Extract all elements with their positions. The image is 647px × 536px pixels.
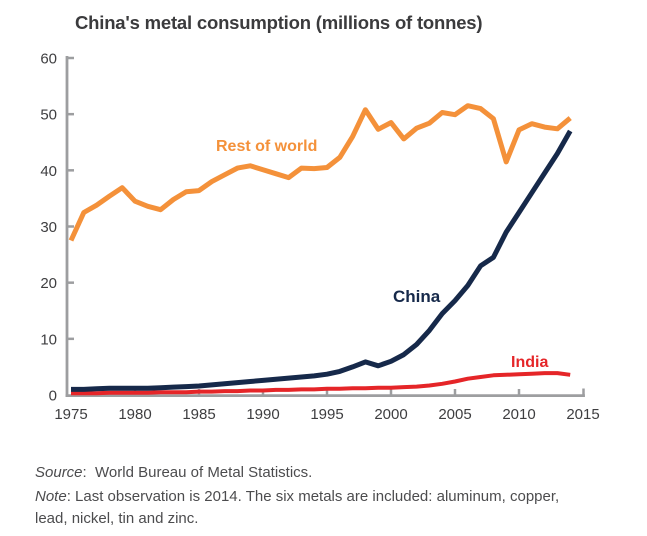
source-text: : World Bureau of Metal Statistics.	[82, 464, 313, 481]
note-text: : Last observation is 2014. The six meta…	[35, 488, 560, 527]
series-label-china: China	[393, 287, 441, 306]
y-tick-label: 60	[40, 51, 57, 68]
series-line-rest-of-world	[68, 103, 572, 242]
x-tick-label: 1980	[118, 406, 151, 423]
y-tick-label: 0	[49, 388, 57, 405]
x-tick-label: 2005	[438, 406, 471, 423]
source-line: Source: World Bureau of Metal Statistics…	[35, 462, 593, 484]
x-tick-label: 1990	[246, 406, 279, 423]
x-tick-label: 1995	[310, 406, 343, 423]
series-line-india	[71, 371, 571, 396]
line-chart: 0 10 20 30 40 50 60 1975 1980 1985 1990 1995 2000 200…	[40, 51, 599, 424]
note-line: Note: Last observation is 2014. The six …	[35, 486, 593, 530]
source-label: Source	[35, 464, 83, 481]
source-note-block: Source: World Bureau of Metal Statistics…	[35, 462, 593, 530]
y-tick-label: 30	[40, 219, 57, 236]
x-tick-label: 2015	[566, 406, 599, 423]
y-tick-label: 10	[40, 331, 57, 348]
series-line-china	[71, 129, 573, 392]
x-tick-label: 1975	[54, 406, 87, 423]
chart-title: China's metal consumption (millions of t…	[75, 12, 483, 33]
x-tick-label: 1985	[182, 406, 215, 423]
series-label-rest-of-world: Rest of world	[216, 138, 317, 155]
series-label-india: India	[511, 354, 548, 371]
y-tick-label: 20	[40, 275, 57, 292]
y-tick-label: 40	[40, 163, 57, 180]
y-tick-label: 50	[40, 107, 57, 124]
x-tick-label: 2010	[502, 406, 535, 423]
note-label: Note	[35, 488, 67, 505]
x-tick-label: 2000	[374, 406, 407, 423]
